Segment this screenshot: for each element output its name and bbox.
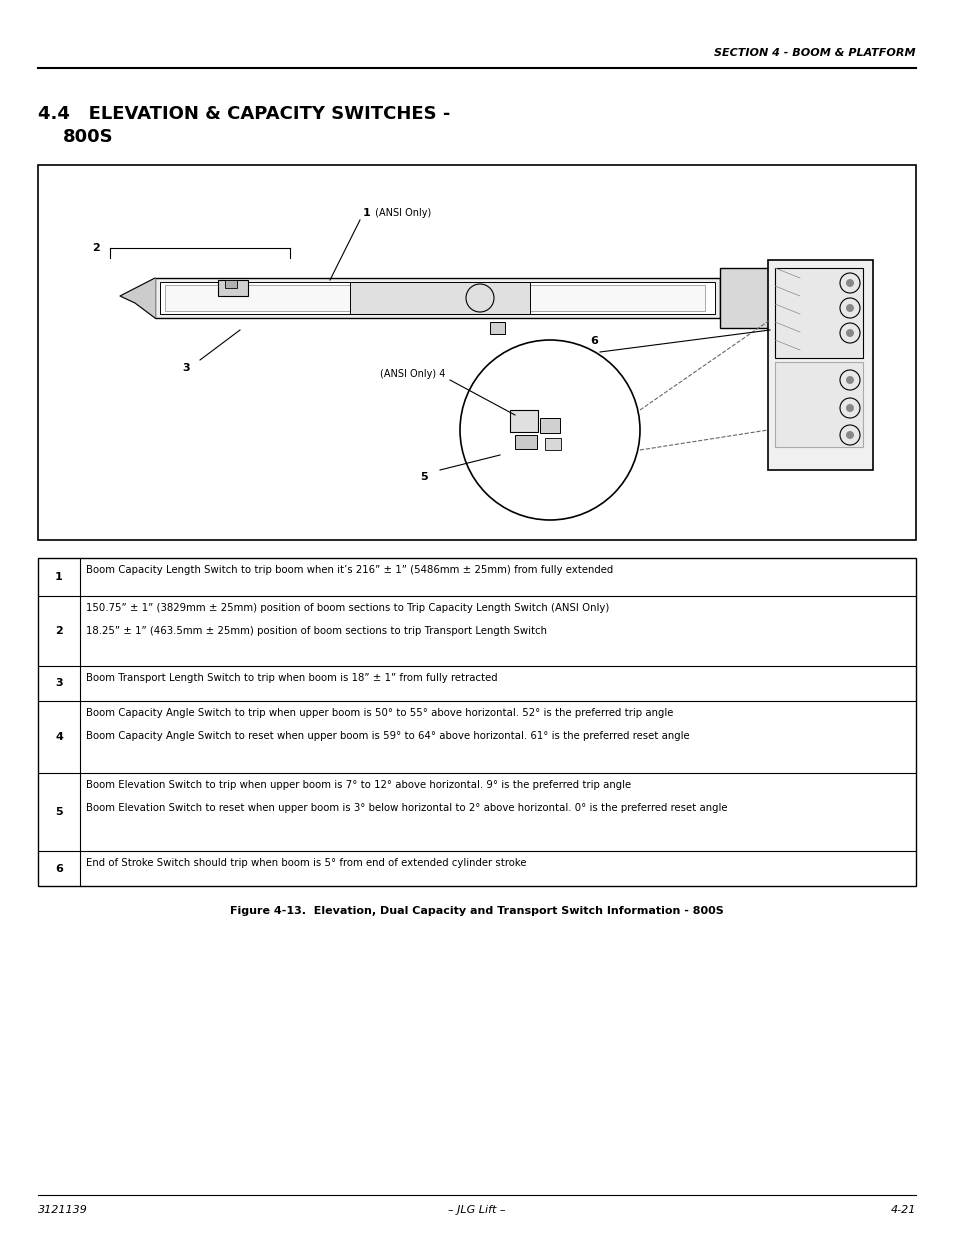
Text: End of Stroke Switch should trip when boom is 5° from end of extended cylinder s: End of Stroke Switch should trip when bo… [86, 858, 526, 868]
Text: 2: 2 [92, 243, 100, 253]
Text: 6: 6 [55, 863, 63, 873]
Text: Boom Elevation Switch to reset when upper boom is 3° below horizontal to 2° abov: Boom Elevation Switch to reset when uppe… [86, 803, 727, 813]
Text: (ANSI Only) 4: (ANSI Only) 4 [379, 369, 445, 379]
Text: Boom Transport Length Switch to trip when boom is 18” ± 1” from fully retracted: Boom Transport Length Switch to trip whe… [86, 673, 497, 683]
Circle shape [845, 329, 853, 337]
Text: 800S: 800S [63, 128, 113, 146]
Bar [38, 165, 915, 540]
Text: Boom Elevation Switch to trip when upper boom is 7° to 12° above horizontal. 9° : Boom Elevation Switch to trip when upper… [86, 781, 631, 790]
Bar [218, 280, 248, 296]
Polygon shape [120, 278, 154, 317]
Bar [767, 261, 872, 471]
Text: 3: 3 [55, 678, 63, 688]
Bar [720, 268, 769, 329]
Bar [774, 268, 862, 358]
Text: 5: 5 [420, 472, 428, 482]
Bar [154, 278, 720, 317]
Bar [490, 322, 504, 333]
Bar [510, 410, 537, 432]
Bar [539, 417, 559, 433]
Text: 1: 1 [363, 207, 371, 219]
Text: SECTION 4 - BOOM & PLATFORM: SECTION 4 - BOOM & PLATFORM [714, 48, 915, 58]
Circle shape [459, 340, 639, 520]
Bar [225, 280, 236, 288]
Text: (ANSI Only): (ANSI Only) [372, 207, 431, 219]
Circle shape [845, 279, 853, 287]
Text: 3121139: 3121139 [38, 1205, 88, 1215]
Text: Figure 4-13.  Elevation, Dual Capacity and Transport Switch Information - 800S: Figure 4-13. Elevation, Dual Capacity an… [230, 906, 723, 916]
Text: Boom Capacity Angle Switch to trip when upper boom is 50° to 55° above horizonta: Boom Capacity Angle Switch to trip when … [86, 708, 673, 718]
Text: Boom Capacity Angle Switch to reset when upper boom is 59° to 64° above horizont: Boom Capacity Angle Switch to reset when… [86, 731, 689, 741]
Text: 18.25” ± 1” (463.5mm ± 25mm) position of boom sections to trip Transport Length : 18.25” ± 1” (463.5mm ± 25mm) position of… [86, 626, 546, 636]
Bar [774, 362, 862, 447]
Bar [544, 438, 560, 450]
Text: 4-21: 4-21 [890, 1205, 915, 1215]
Text: 150.75” ± 1” (3829mm ± 25mm) position of boom sections to Trip Capacity Length S: 150.75” ± 1” (3829mm ± 25mm) position of… [86, 603, 609, 613]
Circle shape [845, 304, 853, 312]
Circle shape [845, 431, 853, 438]
Bar [165, 285, 704, 311]
Text: 5: 5 [55, 806, 63, 818]
Text: 4.4   ELEVATION & CAPACITY SWITCHES -: 4.4 ELEVATION & CAPACITY SWITCHES - [38, 105, 450, 124]
Text: 1: 1 [55, 572, 63, 582]
Bar [515, 435, 537, 450]
Text: 2: 2 [55, 626, 63, 636]
Bar [38, 558, 915, 885]
Text: 6: 6 [589, 336, 598, 346]
Text: 4: 4 [55, 732, 63, 742]
Text: – JLG Lift –: – JLG Lift – [448, 1205, 505, 1215]
Bar [160, 282, 714, 314]
Circle shape [845, 404, 853, 412]
Circle shape [845, 375, 853, 384]
Text: Boom Capacity Length Switch to trip boom when it’s 216” ± 1” (5486mm ± 25mm) fro: Boom Capacity Length Switch to trip boom… [86, 564, 613, 576]
Text: 3: 3 [182, 363, 190, 373]
Bar [350, 282, 530, 314]
